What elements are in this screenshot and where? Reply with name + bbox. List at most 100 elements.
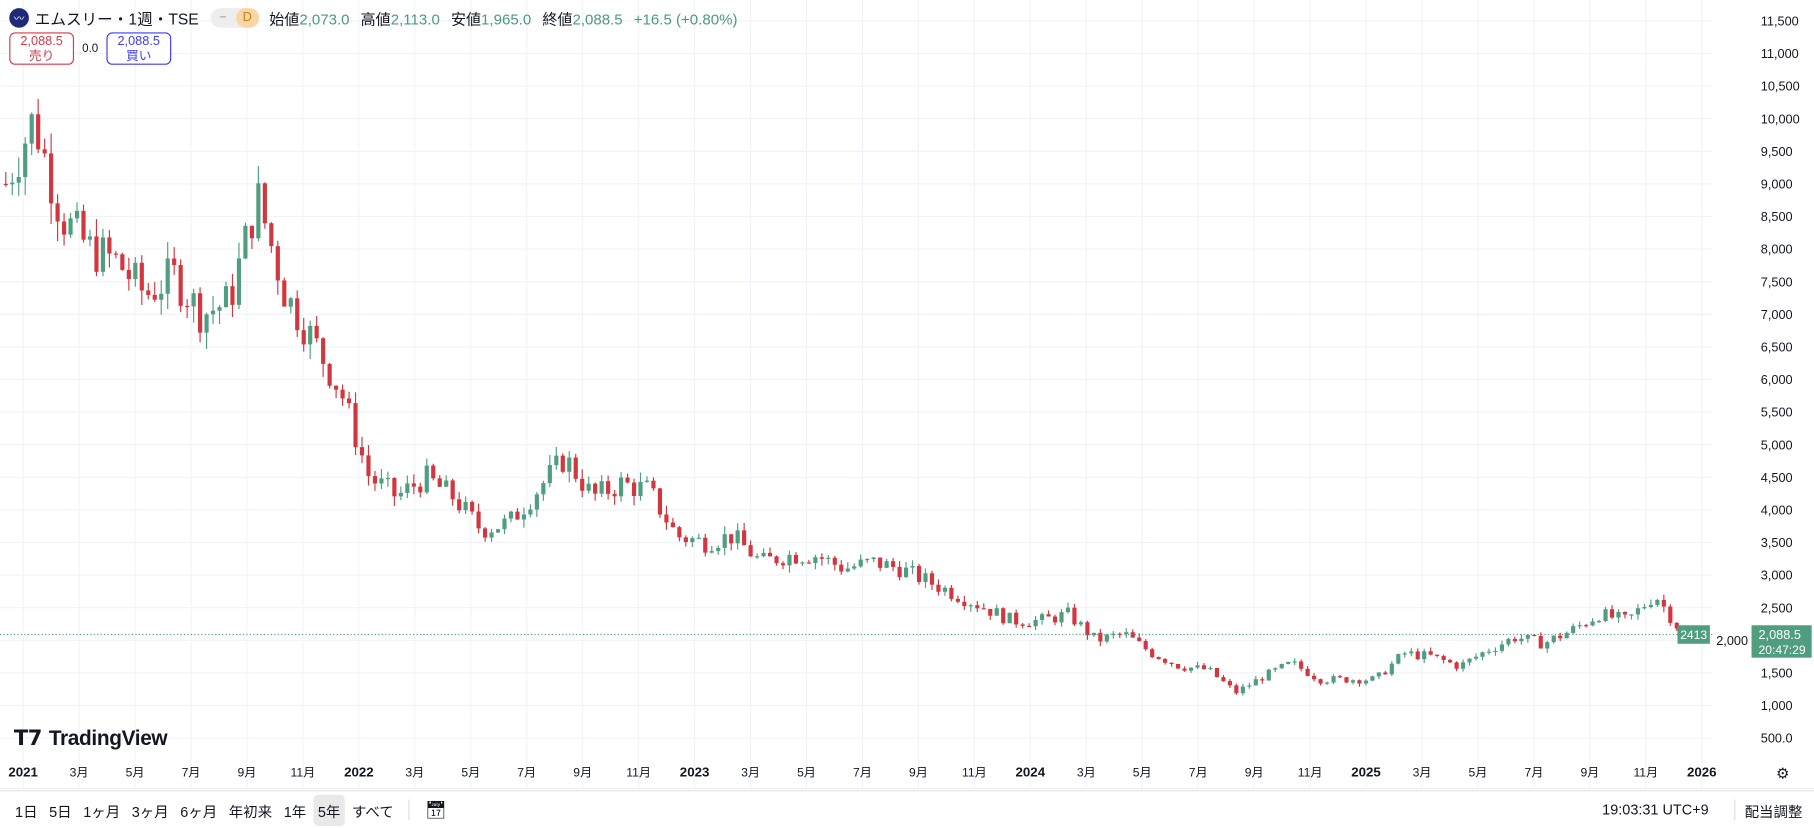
candle-body [929,573,935,585]
sell-label: 売り [28,49,55,64]
candle-body [379,478,384,484]
candle-body [1558,635,1563,639]
symbol-title[interactable]: エムスリー・1週・TSE [34,10,199,28]
y-tick-label: 10,500 [1761,79,1800,94]
candle-body [1247,685,1252,687]
x-tick-label: 9月 [573,765,592,779]
candle-body [470,501,475,512]
y-tick-label: 2,000 [1716,633,1748,648]
candle-body [178,265,183,306]
y-tick-label: 1,000 [1761,698,1793,713]
divider [408,799,410,821]
close-label: 終値 [542,9,573,28]
candle-body [1642,607,1647,609]
candle-body [1201,665,1207,670]
candle-body [120,254,125,270]
candle-body [586,483,591,491]
y-tick-label: 500.0 [1761,731,1793,746]
clock-timezone[interactable]: 19:03:31 UTC+9 [1602,801,1709,818]
range-6m[interactable]: 6ヶ月 [180,803,218,820]
y-tick-label: 2,500 [1761,600,1793,615]
candle-body [1674,622,1679,629]
candle-body [1402,653,1407,655]
candle-body [670,522,675,528]
settings-gear-icon[interactable]: ⚙ [1776,766,1789,783]
x-tick-label: 2026 [1687,764,1717,779]
buy-label: 買い [125,49,152,64]
buy-button[interactable]: 2,088.5 買い [106,32,172,65]
candle-body [988,608,993,616]
range-1y[interactable]: 1年 [283,803,307,820]
candle-body [1661,599,1666,607]
candle-body [1324,682,1330,684]
candle-body [975,605,980,609]
candle-body [1266,669,1271,681]
x-tick-label: 11月 [962,765,987,779]
candle-body [968,605,973,607]
range-1d[interactable]: 1日 [15,803,38,820]
candle-body [703,537,708,553]
candle-body [923,573,928,582]
candle-body [36,114,41,150]
candle-body [87,236,93,240]
candle-body [1409,651,1414,654]
x-tick-label: 5月 [126,765,145,779]
candle-body [256,183,261,239]
candle-body [891,561,896,567]
range-5y[interactable]: 5年 [313,794,345,826]
candle-body [353,403,358,448]
candle-body [761,552,766,557]
x-tick-label: 3月 [1077,765,1096,779]
candle-body [42,149,47,154]
candle-body [249,225,254,239]
candle-body [806,562,811,564]
candle-body [1169,662,1174,665]
candle-body [1208,668,1213,670]
candle-body [372,476,378,484]
candle-body [884,561,889,568]
candle-body [994,608,999,616]
candle-body [878,557,883,568]
candle-body [418,486,423,493]
price-chart[interactable]: 11,500 11,000 10,500 10,000 9,500 9,000 8,500 8… [0,0,1814,789]
candle-body [1532,634,1537,636]
candle-body [1648,604,1653,608]
candle-body [1059,612,1064,623]
x-tick-label: 3月 [1413,765,1432,779]
x-tick-label: 11月 [1298,765,1323,779]
candle-body [567,457,572,472]
candle-body [1260,679,1265,681]
candle-body [1376,672,1381,677]
candle-body [625,477,630,483]
tradingview-logo[interactable]: 𝗧𝟳 TradingView [14,727,168,751]
sell-button[interactable]: 2,088.5 売り [9,32,75,65]
candle-body [1227,681,1232,686]
candle-body [631,482,637,497]
range-5d[interactable]: 5日 [49,803,72,820]
candle-body [463,501,468,511]
candle-body [852,566,857,569]
candle-body [230,286,235,305]
prev-close-tag [1677,625,1710,644]
range-3m[interactable]: 3ヶ月 [131,803,169,820]
range-1m[interactable]: 1ヶ月 [83,803,121,820]
spread-value: 0.0 [82,42,99,55]
candle-body [437,478,442,487]
collapse-icon[interactable]: − [219,10,227,25]
market-status-pill[interactable]: − D [210,7,259,28]
dividend-adjust-toggle[interactable]: 配当調整 [1744,803,1803,820]
range-ytd[interactable]: 年初来 [228,803,273,820]
delayed-badge[interactable]: D [235,7,259,28]
candle-body [1577,625,1582,627]
candle-body [813,557,818,564]
y-tick-label: 8,500 [1761,209,1793,224]
candle-body [1046,614,1051,617]
y-tick-label: 5,000 [1761,437,1793,452]
candle-body [580,478,585,491]
range-all[interactable]: すべて [351,803,394,820]
candle-body [1603,609,1608,622]
trade-buttons: 2,088.5 売り 0.0 2,088.5 買い [9,32,172,65]
candle-body [502,518,507,530]
goto-date-icon[interactable]: 📅︎ [424,800,447,821]
candle-body [1467,658,1472,663]
